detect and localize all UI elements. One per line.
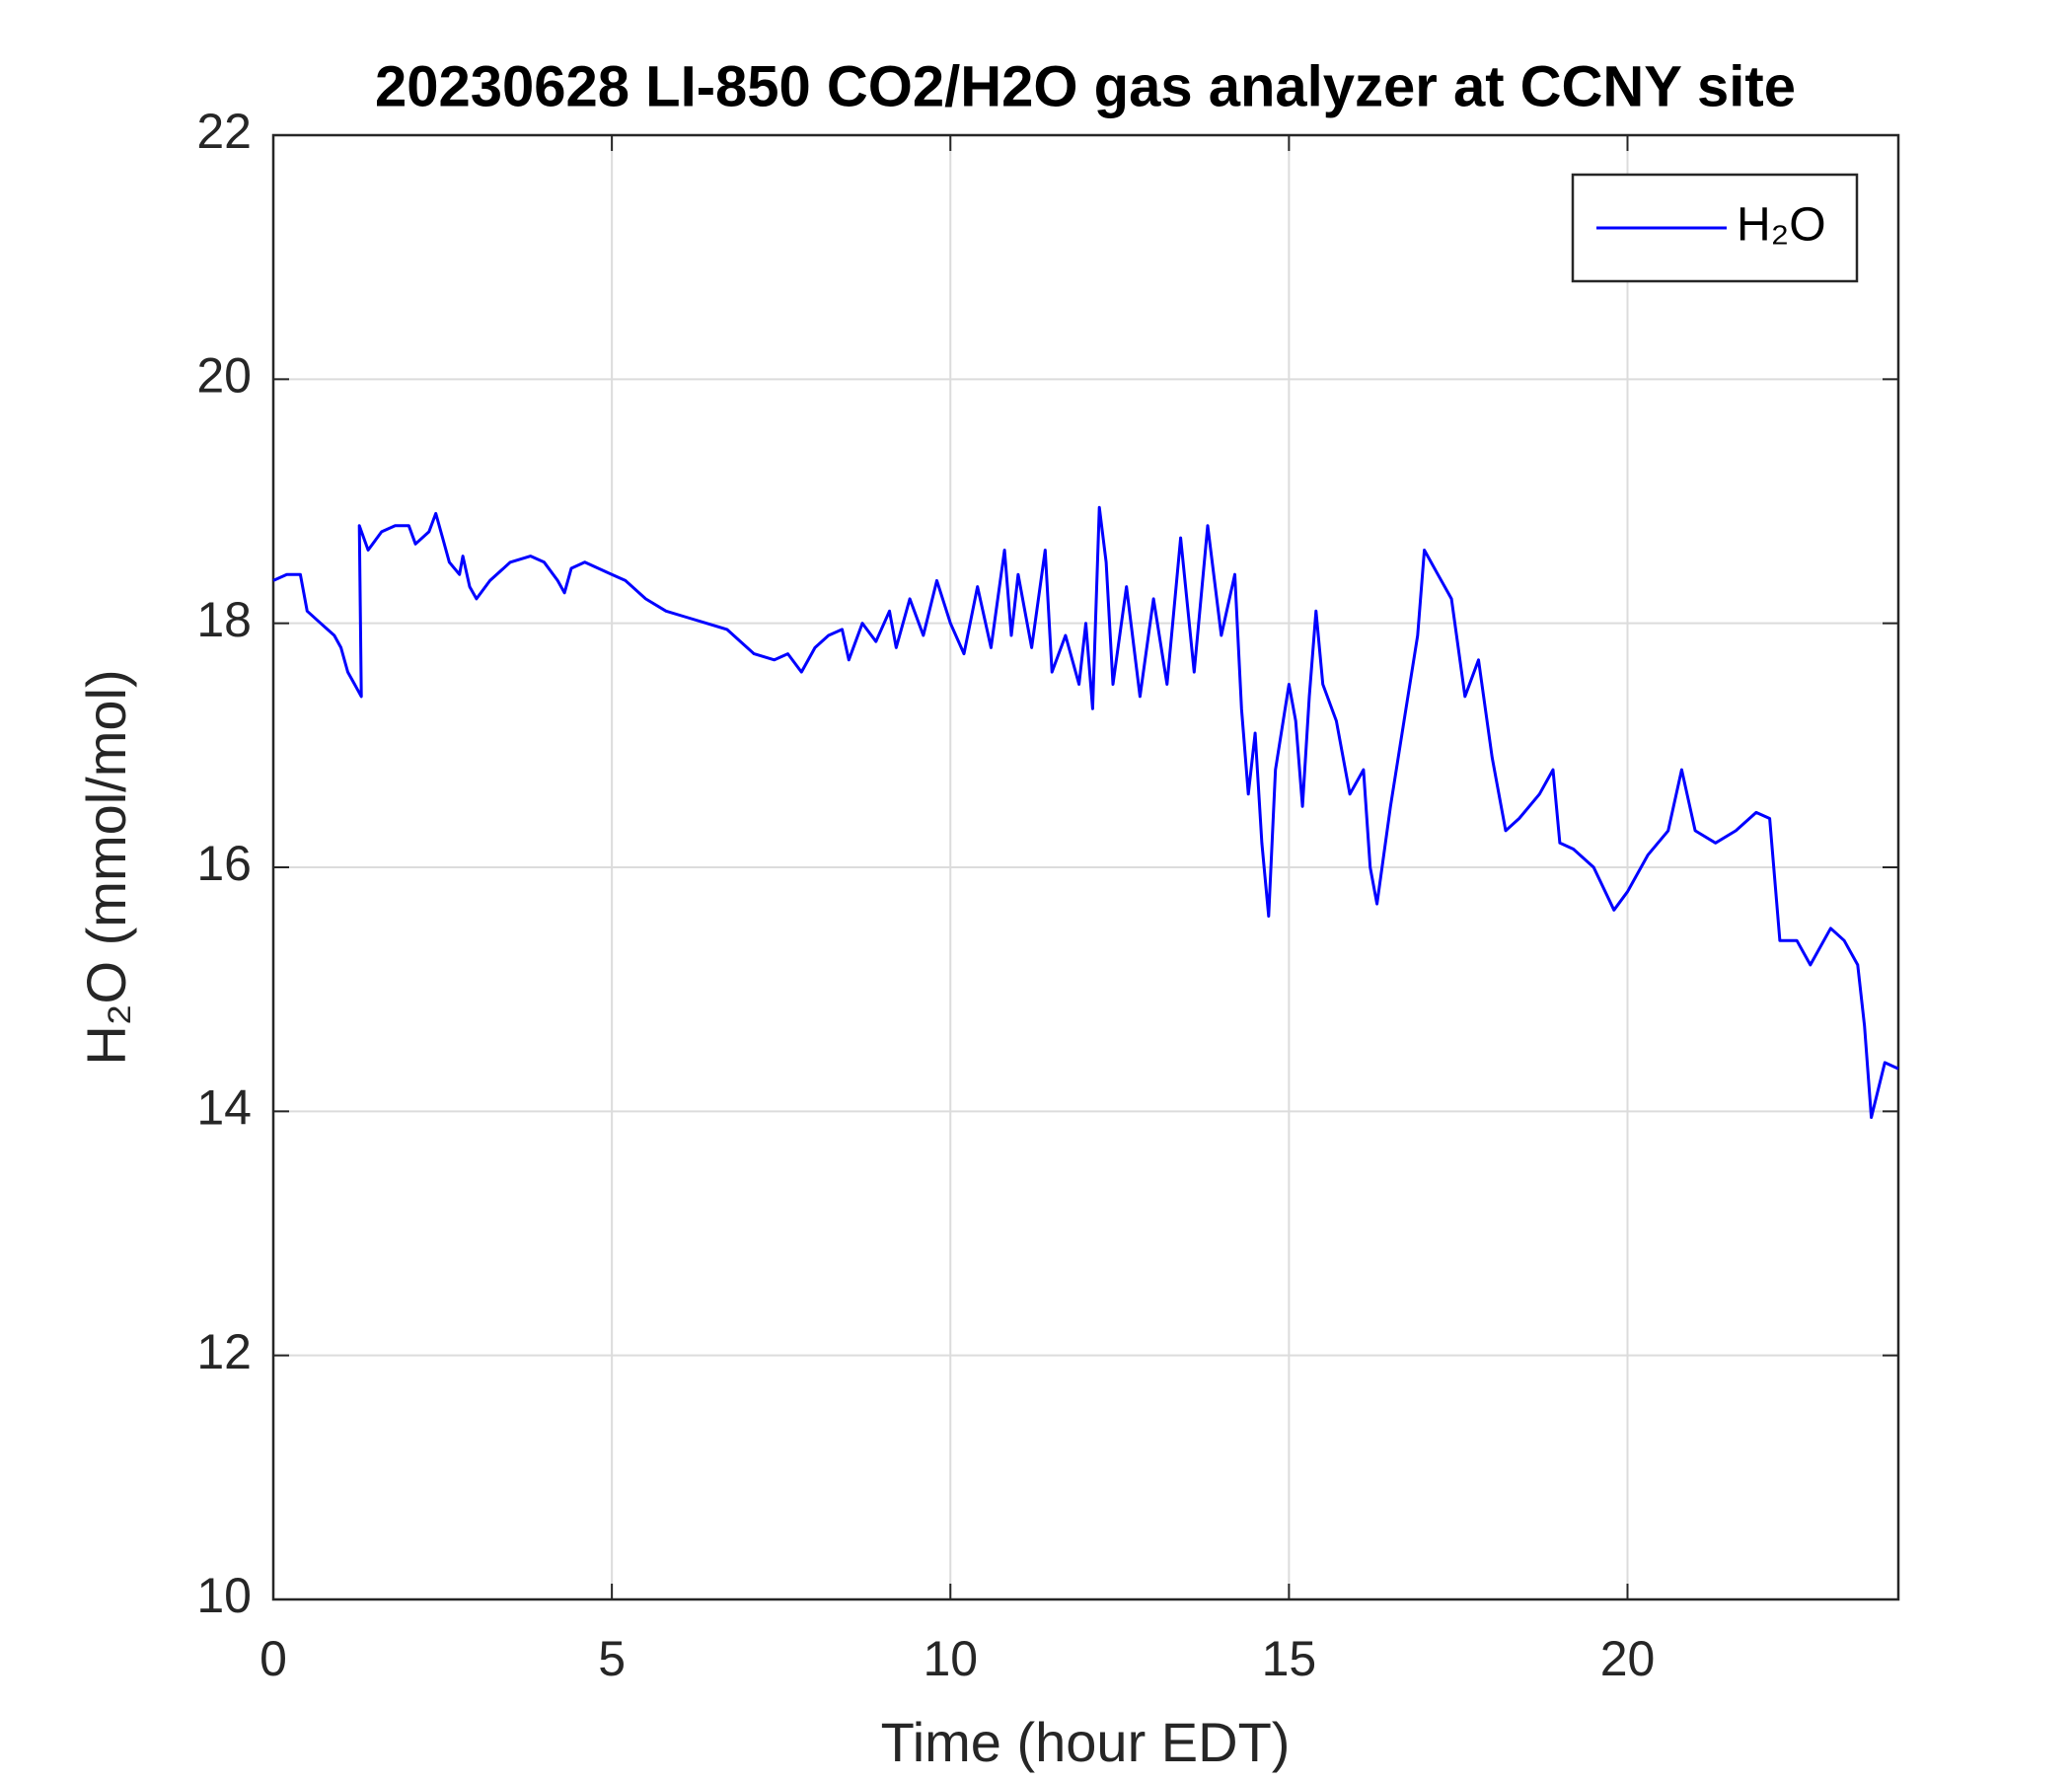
y-tick-label: 14: [196, 1080, 252, 1136]
legend-label: H₂O: [1737, 199, 1826, 252]
x-tick-label: 20: [1600, 1631, 1656, 1686]
y-tick-label: 10: [196, 1568, 252, 1623]
plot-frame: [271, 133, 1900, 1601]
y-axis-label: H₂O (mmol/mol): [75, 669, 137, 1065]
y-tick-label: 22: [196, 104, 252, 159]
y-tick-label: 18: [196, 592, 252, 647]
x-tick-label: 10: [923, 1631, 978, 1686]
data-line: [272, 505, 1899, 1119]
y-tick-label: 16: [196, 836, 252, 891]
chart-title: 20230628 LI-850 CO2/H2O gas analyzer at …: [375, 54, 1796, 118]
y-tick-label: 12: [196, 1324, 252, 1379]
y-tick-label: 20: [196, 348, 252, 404]
x-tick-label: 15: [1262, 1631, 1317, 1686]
x-tick-label: 5: [598, 1631, 626, 1686]
x-axis-label: Time (hour EDT): [881, 1711, 1291, 1773]
x-tick-label: 0: [259, 1631, 287, 1686]
